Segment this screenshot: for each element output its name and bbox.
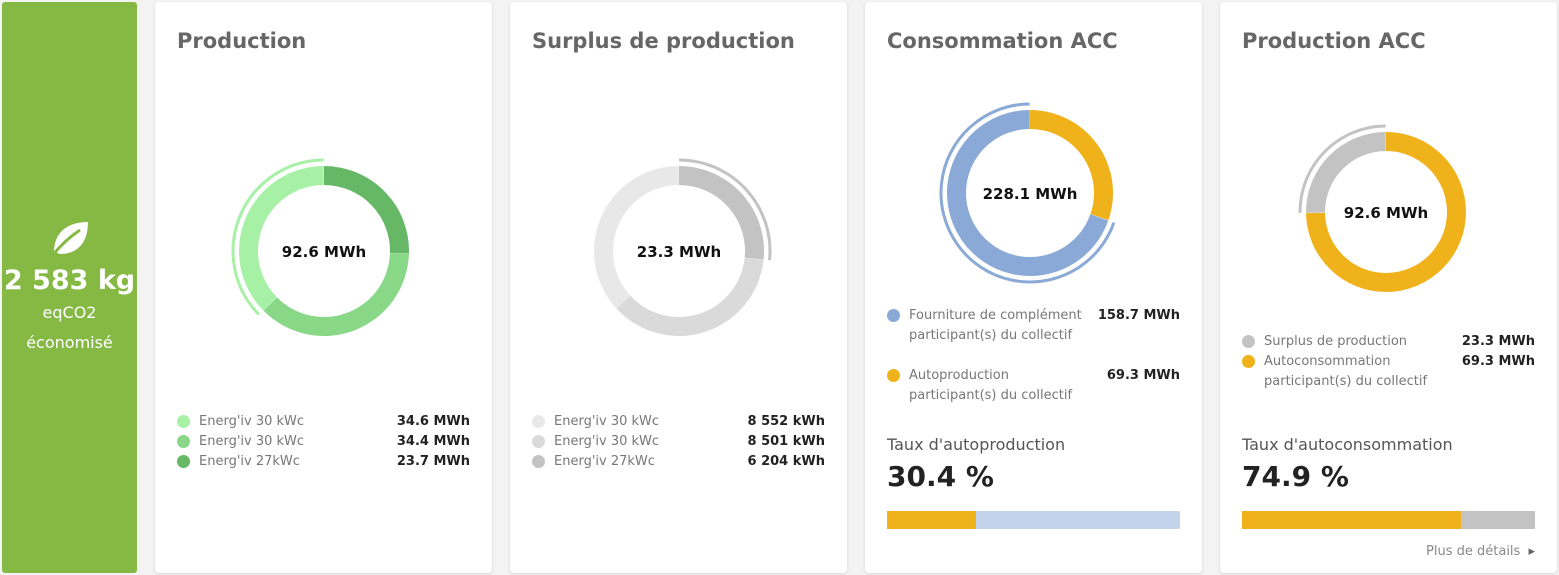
legend-value: 69.3 MWh bbox=[1106, 368, 1180, 383]
rate-bar-fill bbox=[887, 511, 977, 529]
legend-dot bbox=[887, 369, 900, 382]
donut-center-value: 23.3 MWh bbox=[637, 243, 721, 261]
production-acc-donut-chart[interactable]: 92.6 MWh bbox=[1296, 122, 1476, 302]
leaf-icon bbox=[50, 221, 88, 257]
legend-dot bbox=[532, 435, 545, 448]
card-title: Production ACC bbox=[1242, 29, 1426, 53]
legend-value: 6 204 kWh bbox=[747, 454, 825, 469]
legend-item[interactable]: Surplus de production 23.3 MWh bbox=[1242, 332, 1535, 352]
legend-value: 23.7 MWh bbox=[396, 454, 470, 469]
donut-slice[interactable] bbox=[616, 257, 764, 336]
legend-label: Energ'iv 30 kWc bbox=[554, 414, 660, 429]
donut-center-value: 92.6 MWh bbox=[1344, 204, 1428, 222]
production-legend: Energ'iv 30 kWc 34.6 MWh Energ'iv 30 kWc… bbox=[177, 412, 470, 472]
consommation-legend: Fourniture de complément participant(s) … bbox=[887, 306, 1180, 406]
donut-slice[interactable] bbox=[324, 166, 409, 254]
autoproduction-rate-bar bbox=[887, 511, 1180, 529]
card-title: Production bbox=[177, 29, 307, 53]
legend-value: 158.7 MWh bbox=[1097, 308, 1180, 323]
card-title: Surplus de production bbox=[532, 29, 795, 53]
more-details-link[interactable]: Plus de détails ▸ bbox=[1426, 544, 1535, 559]
autoproduction-rate-label: Taux d'autoproduction bbox=[887, 435, 1066, 454]
legend-dot bbox=[177, 455, 190, 468]
donut-slice[interactable] bbox=[238, 166, 324, 311]
co2-savings-desc: économisé bbox=[26, 332, 113, 352]
legend-value: 69.3 MWh bbox=[1461, 354, 1535, 369]
rate-bar-remaining bbox=[1461, 511, 1535, 529]
legend-item[interactable]: Energ'iv 30 kWc 8 501 kWh bbox=[532, 432, 825, 452]
production-acc-card: Production ACC 92.6 MWh Surplus de produ… bbox=[1220, 2, 1557, 573]
production-card: Production 92.6 MWh Energ'iv 30 kWc 34.6… bbox=[155, 2, 492, 573]
legend-item[interactable]: Energ'iv 30 kWc 34.4 MWh bbox=[177, 432, 470, 452]
legend-label: Energ'iv 27kWc bbox=[554, 454, 655, 469]
rate-bar-remaining bbox=[976, 511, 1180, 529]
production-acc-legend: Surplus de production 23.3 MWh Autoconso… bbox=[1242, 332, 1535, 392]
rate-bar-fill bbox=[1242, 511, 1462, 529]
legend-item[interactable]: Energ'iv 30 kWc 8 552 kWh bbox=[532, 412, 825, 432]
legend-dot bbox=[532, 415, 545, 428]
autoconsommation-rate-label: Taux d'autoconsommation bbox=[1242, 435, 1453, 454]
card-title: Consommation ACC bbox=[887, 29, 1118, 53]
autoconsommation-rate-bar bbox=[1242, 511, 1535, 529]
donut-hover-arc bbox=[231, 158, 324, 316]
donut-center-value: 228.1 MWh bbox=[983, 185, 1078, 203]
surplus-legend: Energ'iv 30 kWc 8 552 kWh Energ'iv 30 kW… bbox=[532, 412, 825, 472]
legend-dot bbox=[887, 309, 900, 322]
donut-slice[interactable] bbox=[1306, 132, 1386, 213]
legend-dot bbox=[177, 415, 190, 428]
autoconsommation-rate-value: 74.9 % bbox=[1242, 460, 1349, 493]
co2-savings-value: 2 583 kg bbox=[3, 264, 136, 296]
legend-value: 8 552 kWh bbox=[747, 414, 825, 429]
consommation-donut-chart[interactable]: 228.1 MWh bbox=[937, 100, 1123, 286]
autoproduction-rate-value: 30.4 % bbox=[887, 460, 994, 493]
co2-savings-card: 2 583 kg eqCO2 économisé bbox=[2, 2, 137, 573]
surplus-donut-chart[interactable]: 23.3 MWh bbox=[584, 156, 774, 346]
consommation-acc-card: Consommation ACC 228.1 MWh Fourniture de… bbox=[865, 2, 1202, 573]
donut-center-value: 92.6 MWh bbox=[282, 243, 366, 261]
donut-hover-arc bbox=[678, 158, 772, 261]
donut-slice[interactable] bbox=[1030, 110, 1113, 221]
legend-dot bbox=[532, 455, 545, 468]
caret-right-icon: ▸ bbox=[1528, 544, 1535, 559]
legend-label: Surplus de production bbox=[1264, 334, 1408, 349]
legend-label: Energ'iv 27kWc bbox=[199, 454, 300, 469]
legend-item[interactable]: Energ'iv 27kWc 23.7 MWh bbox=[177, 452, 470, 472]
legend-label: Energ'iv 30 kWc bbox=[199, 434, 305, 449]
legend-label: Autoconsommation participant(s) du colle… bbox=[1264, 354, 1428, 389]
more-details-label: Plus de détails bbox=[1426, 544, 1521, 559]
legend-dot bbox=[1242, 355, 1255, 368]
legend-label: Fourniture de complément participant(s) … bbox=[909, 308, 1082, 343]
donut-slice[interactable] bbox=[263, 253, 409, 336]
donut-slice[interactable] bbox=[594, 166, 679, 309]
donut-hover-arc bbox=[939, 102, 1116, 284]
legend-item[interactable]: Energ'iv 27kWc 6 204 kWh bbox=[532, 452, 825, 472]
legend-item[interactable]: Fourniture de complément participant(s) … bbox=[887, 306, 1180, 366]
co2-savings-unit: eqCO2 bbox=[42, 302, 97, 322]
legend-dot bbox=[1242, 335, 1255, 348]
legend-value: 34.4 MWh bbox=[396, 434, 470, 449]
legend-value: 23.3 MWh bbox=[1461, 334, 1535, 349]
production-donut-chart[interactable]: 92.6 MWh bbox=[229, 156, 419, 346]
legend-item[interactable]: Energ'iv 30 kWc 34.6 MWh bbox=[177, 412, 470, 432]
donut-slice[interactable] bbox=[679, 166, 764, 260]
legend-dot bbox=[177, 435, 190, 448]
legend-item[interactable]: Autoproduction participant(s) du collect… bbox=[887, 366, 1180, 406]
legend-item[interactable]: Autoconsommation participant(s) du colle… bbox=[1242, 352, 1535, 392]
legend-label: Energ'iv 30 kWc bbox=[554, 434, 660, 449]
donut-hover-arc bbox=[1298, 124, 1386, 213]
legend-value: 34.6 MWh bbox=[396, 414, 470, 429]
legend-value: 8 501 kWh bbox=[747, 434, 825, 449]
legend-label: Autoproduction participant(s) du collect… bbox=[909, 368, 1073, 403]
surplus-card: Surplus de production 23.3 MWh Energ'iv … bbox=[510, 2, 847, 573]
legend-label: Energ'iv 30 kWc bbox=[199, 414, 305, 429]
